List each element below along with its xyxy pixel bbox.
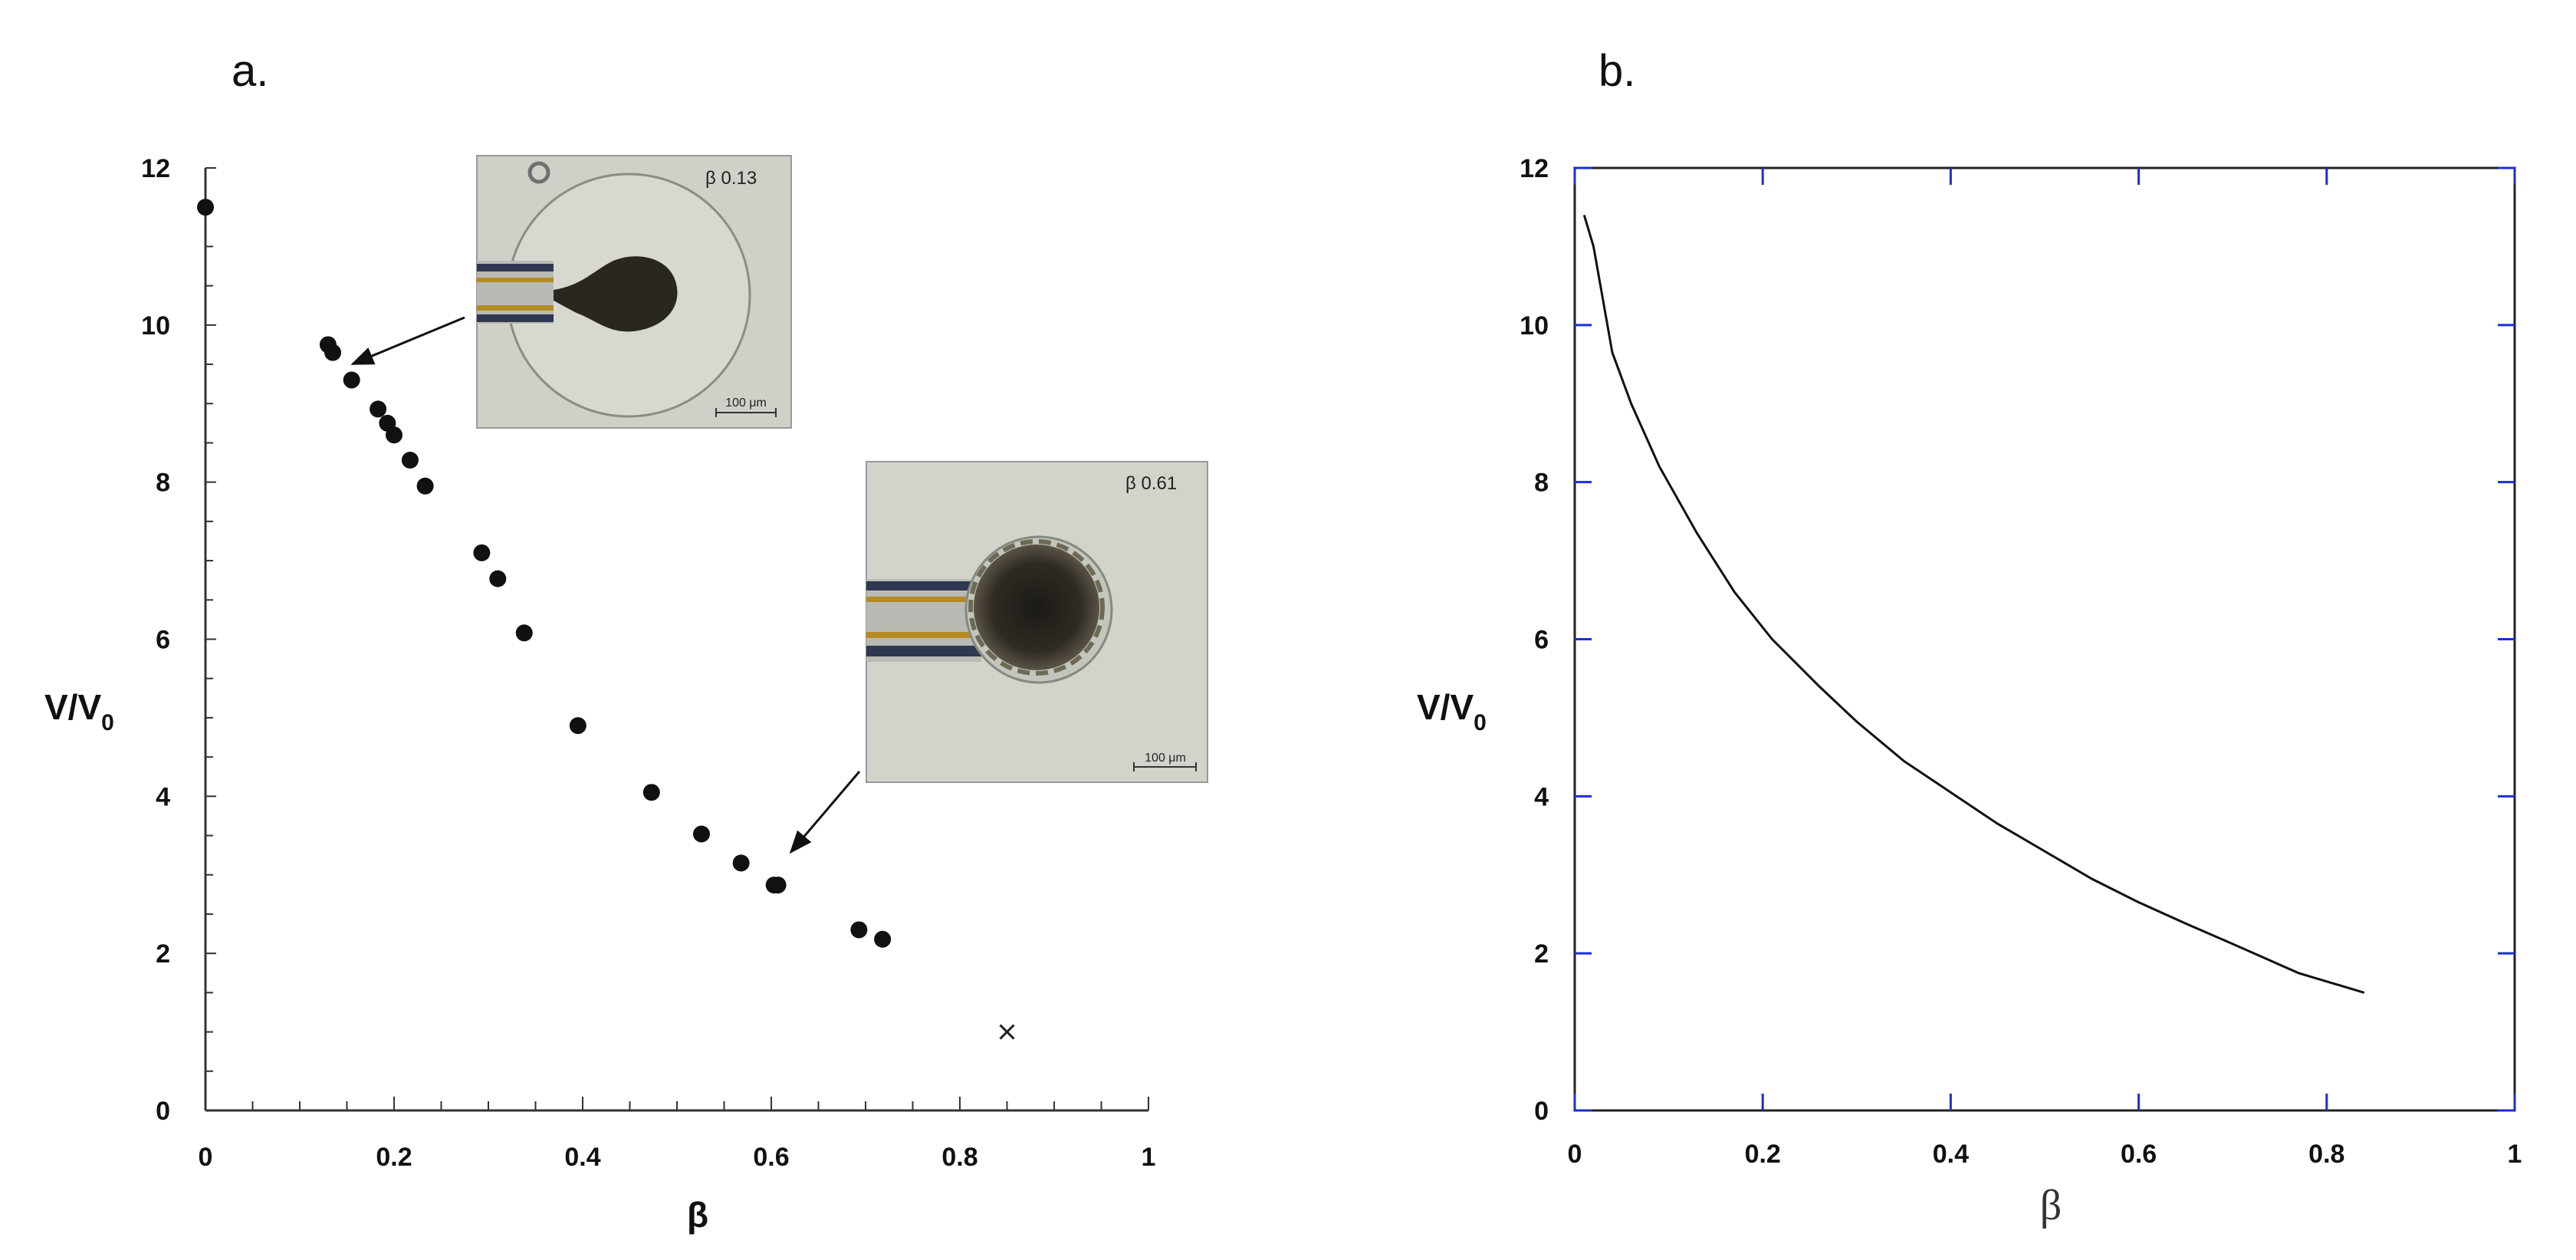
panel-a-data-point xyxy=(874,930,892,948)
panel-b-series-line xyxy=(1582,214,2365,994)
panel-b-y-tick-labels: 0 2 4 6 8 10 12 xyxy=(1520,154,1549,1126)
inset-2-scale-bar-label: 100 μm xyxy=(1145,752,1186,765)
panel-a-y-tick-label: 6 xyxy=(156,626,170,655)
inset-1-label: β 0.13 xyxy=(705,168,757,189)
panel-a-x-tick-label: 0.6 xyxy=(753,1143,789,1172)
panel-a-data-point xyxy=(850,921,868,939)
inset-micrograph-beta-0.61: β 0.61 100 μm xyxy=(866,461,1208,783)
inset-2-label: β 0.61 xyxy=(1125,473,1177,494)
panel-b-plot-frame xyxy=(1573,166,2516,1112)
panel-b-y-tick-label: 4 xyxy=(1534,782,1549,811)
panel-a-data-point xyxy=(642,784,660,801)
panel-a-data-point xyxy=(569,717,586,735)
panel-b-y-tick-label: 2 xyxy=(1534,939,1549,969)
panel-b-y-tick-label: 0 xyxy=(1534,1097,1549,1126)
panel-b-x-tick-label: 0.4 xyxy=(1933,1140,1969,1169)
panel-a-y-axis-label: V/V0 xyxy=(44,687,114,735)
panel-a-data-point xyxy=(343,371,360,389)
panel-b-y-tick-label: 8 xyxy=(1534,469,1549,498)
panel-a-data-point xyxy=(769,877,787,894)
panel-a-y-ticks xyxy=(205,167,216,1111)
panel-a-data-point xyxy=(386,426,402,444)
panel-a-data-point xyxy=(515,624,533,642)
panel-b-x-axis-label: β xyxy=(2040,1182,2062,1229)
inset-1-scale-bar-label: 100 μm xyxy=(725,396,767,410)
panel-b-x-tick-label: 0.6 xyxy=(2121,1140,2157,1169)
panel-b-x-ticks xyxy=(1573,168,2516,1110)
panel-b-x-tick-label: 0 xyxy=(1568,1140,1582,1169)
panel-a-outlier-group xyxy=(999,1024,1015,1040)
inset-micrograph-beta-0.13: β 0.13 100 μm xyxy=(476,155,792,429)
panel-a-y-tick-label: 8 xyxy=(156,469,170,498)
panel-b-x-tick-label: 1 xyxy=(2508,1140,2522,1169)
panel-a-axes: 0 2 4 6 8 10 12 0 0.2 0.4 0.6 0.8 1 xyxy=(141,154,1155,1172)
panel-b-y-tick-label: 10 xyxy=(1520,311,1549,340)
panel-b-y-tick-label: 6 xyxy=(1534,626,1549,655)
panel-a-y-tick-labels: 0 2 4 6 8 10 12 xyxy=(141,154,170,1126)
panel-a-y-tick-label: 12 xyxy=(141,154,170,183)
panel-b-y-axis-label: V/V0 xyxy=(1417,687,1487,735)
panel-b-label: b. xyxy=(1598,46,1635,96)
panel-a-x-tick-label: 1 xyxy=(1142,1143,1156,1172)
panel-a-y-tick-label: 0 xyxy=(156,1097,170,1126)
panel-a-label: a. xyxy=(232,46,268,96)
panel-a-data-points xyxy=(197,199,892,948)
panel-b-x-tick-label: 0.8 xyxy=(2308,1140,2344,1169)
panel-a-y-tick-label: 4 xyxy=(156,782,170,811)
panel-a-data-point xyxy=(732,854,750,872)
panel-a-data-point xyxy=(692,825,710,843)
panel-a-x-tick-label: 0.8 xyxy=(941,1143,978,1172)
panel-b-x-tick-labels: 0 0.2 0.4 0.6 0.8 1 xyxy=(1568,1140,2522,1169)
panel-a-x-tick-label: 0.2 xyxy=(376,1143,412,1172)
panel-b: b. 0 2 4 6 8 10 12 0 0.2 0.4 0.6 0.8 1 V/V0 β xyxy=(1417,46,2522,1229)
panel-a-x-tick-label: 0.4 xyxy=(564,1143,600,1172)
panel-a-y-tick-label: 10 xyxy=(141,311,170,340)
inset-1-pointer-arrow xyxy=(350,316,465,365)
panel-a-data-point xyxy=(401,451,419,469)
panel-a-x-ticks xyxy=(205,1097,1149,1110)
panel-a-x-tick-label: 0 xyxy=(199,1143,213,1172)
panel-b-x-tick-label: 0.2 xyxy=(1745,1140,1781,1169)
inset-2-pointer-arrow xyxy=(789,771,861,854)
panel-a-x-tick-labels: 0 0.2 0.4 0.6 0.8 1 xyxy=(199,1143,1156,1172)
panel-b-y-tick-label: 12 xyxy=(1520,154,1549,183)
panel-a-x-axis-label: β xyxy=(687,1195,708,1235)
panel-a: a. 0 2 4 6 8 10 12 0 0.2 0.4 0.6 0.8 1 V/V0 β β 0.1… xyxy=(44,46,1208,1235)
panel-a-data-point xyxy=(197,199,214,216)
panel-a-outlier-x-mark xyxy=(999,1024,1015,1040)
panel-a-data-point xyxy=(324,344,342,361)
panel-a-arrows xyxy=(350,316,861,854)
panel-a-data-point xyxy=(416,477,434,495)
panel-a-y-tick-label: 2 xyxy=(156,939,170,969)
panel-a-data-point xyxy=(489,570,507,587)
panel-a-data-point xyxy=(473,544,491,561)
panel-a-data-point xyxy=(370,400,387,418)
panel-b-y-ticks xyxy=(1575,166,2515,1112)
